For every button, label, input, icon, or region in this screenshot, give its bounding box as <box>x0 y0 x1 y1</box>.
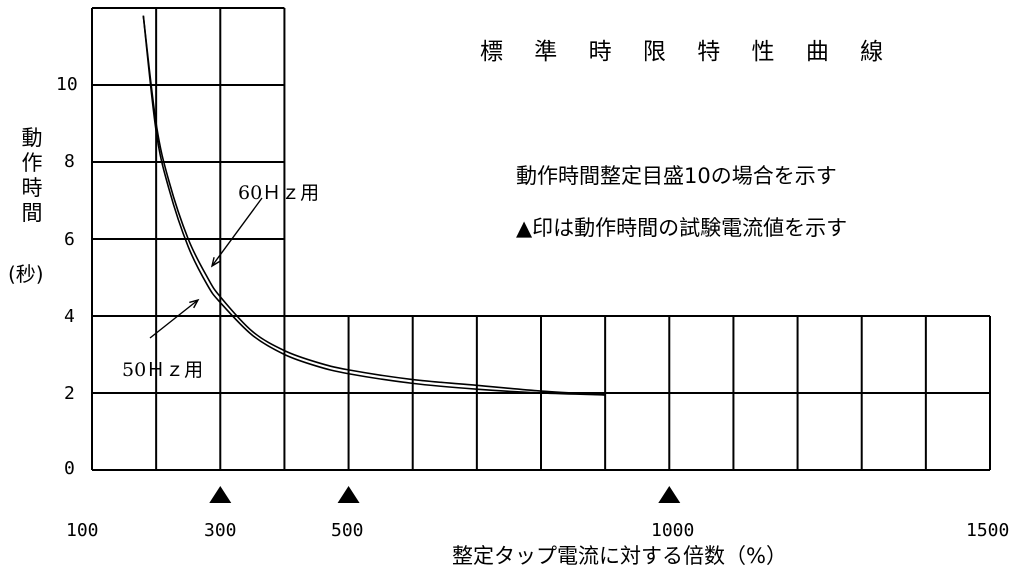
series-line-50hz <box>142 15 606 396</box>
x-tick-label: 500 <box>331 520 364 541</box>
series-line-60hz <box>142 15 606 396</box>
y-tick-label: 6 <box>64 229 75 250</box>
series-label-50hz: 50Ｈｚ用 <box>122 359 204 381</box>
y-tick-label: 8 <box>64 151 75 172</box>
series-label-60hz: 60Ｈｚ用 <box>238 182 320 204</box>
test-marker-triangle <box>658 486 681 503</box>
y-tick-label: 10 <box>56 74 78 95</box>
arrow-50hz-head <box>189 298 200 309</box>
x-tick-label: 1500 <box>966 520 1010 541</box>
x-tick-label: 100 <box>66 520 99 541</box>
test-marker-triangle <box>337 486 360 503</box>
x-axis-label: 整定タップ電流に対する倍数（%） <box>452 544 787 568</box>
test-marker-triangle <box>209 486 232 503</box>
x-tick-label: 1000 <box>651 520 695 541</box>
y-axis-label: 動作時間 <box>21 126 43 225</box>
arrow-50hz <box>149 299 199 339</box>
y-tick-label: 2 <box>64 383 75 404</box>
y-tick-label: 0 <box>64 458 75 479</box>
chart-title: 標 準 時 限 特 性 曲 線 <box>480 39 896 65</box>
chart-note-markers: ▲印は動作時間の試験電流値を示す <box>516 216 848 240</box>
arrow-60hz <box>211 197 263 267</box>
y-tick-label: 4 <box>64 306 75 327</box>
arrow-60hz-head <box>210 257 221 268</box>
y-axis-unit: (秒) <box>8 262 44 286</box>
x-tick-label: 300 <box>204 520 237 541</box>
chart-note-setting: 動作時間整定目盛10の場合を示す <box>516 164 837 188</box>
